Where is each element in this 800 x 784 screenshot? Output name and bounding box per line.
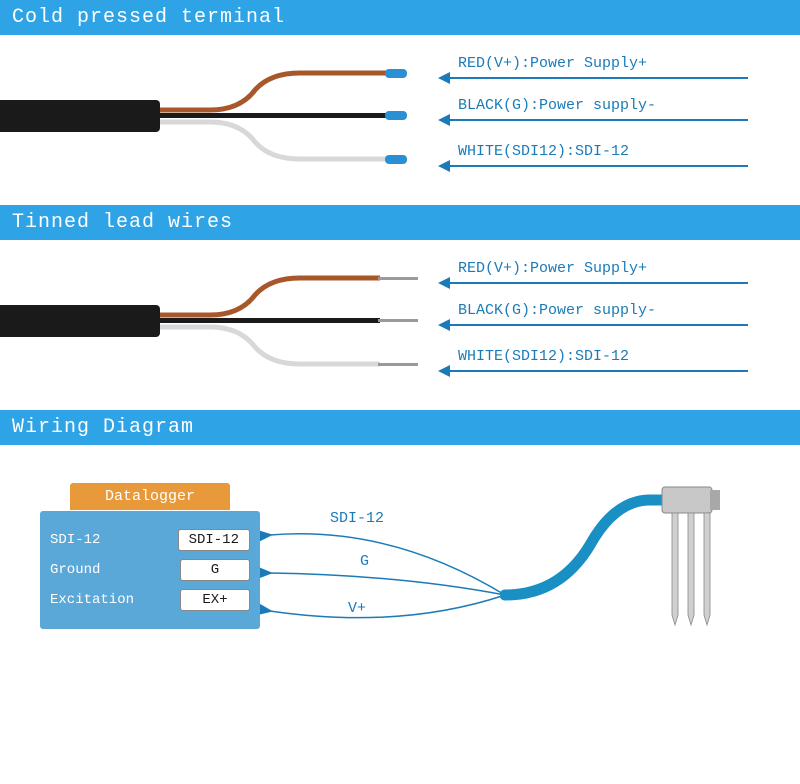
conn-label-vplus: V+ (348, 600, 366, 617)
conn-label-g: G (360, 553, 369, 570)
black-tinned-tip (378, 319, 418, 322)
arrow-line (448, 119, 748, 121)
red-wire (160, 65, 390, 120)
conn-label-sdi12: SDI-12 (330, 510, 384, 527)
red-label: RED(V+):Power Supply+ (458, 260, 647, 277)
dl-row-sdi12: SDI-12 SDI-12 (50, 529, 250, 551)
cable-sheath (0, 305, 160, 337)
white-wire (160, 320, 380, 375)
dl-port: G (180, 559, 250, 581)
dl-label: SDI-12 (50, 532, 108, 548)
white-terminal (385, 155, 407, 164)
red-label: RED(V+):Power Supply+ (458, 55, 647, 72)
arrow-head-icon (438, 365, 450, 377)
datalogger-body: SDI-12 SDI-12 Ground G Excitation EX+ (40, 511, 260, 629)
cold-pressed-diagram: RED(V+):Power Supply+ BLACK(G):Power sup… (0, 35, 800, 205)
dl-port: EX+ (180, 589, 250, 611)
arrow-line (448, 282, 748, 284)
wiring-diagram: Datalogger SDI-12 SDI-12 Ground G Excita… (0, 445, 800, 695)
white-wire (160, 115, 390, 170)
black-label: BLACK(G):Power supply- (458, 97, 656, 114)
red-tinned-tip (378, 277, 418, 280)
white-label: WHITE(SDI12):SDI-12 (458, 348, 629, 365)
arrow-line (448, 370, 748, 372)
arrow-head-icon (438, 277, 450, 289)
arrow-head-icon (438, 319, 450, 331)
dl-port: SDI-12 (178, 529, 250, 551)
datalogger-header: Datalogger (70, 483, 230, 510)
dl-label: Ground (50, 562, 108, 578)
red-terminal (385, 69, 407, 78)
white-tinned-tip (378, 363, 418, 366)
dl-row-excitation: Excitation EX+ (50, 589, 250, 611)
dl-label: Excitation (50, 592, 142, 608)
cable-sheath (0, 100, 160, 132)
arrow-head-icon (438, 160, 450, 172)
arrow-line (448, 77, 748, 79)
cold-pressed-header: Cold pressed terminal (0, 0, 800, 35)
black-label: BLACK(G):Power supply- (458, 302, 656, 319)
red-wire (160, 270, 380, 325)
tinned-diagram: RED(V+):Power Supply+ BLACK(G):Power sup… (0, 240, 800, 410)
arrow-line (448, 324, 748, 326)
white-label: WHITE(SDI12):SDI-12 (458, 143, 629, 160)
arrow-head-icon (438, 72, 450, 84)
connection-lines (260, 485, 540, 655)
tinned-header: Tinned lead wires (0, 205, 800, 240)
sensor-device (500, 475, 770, 675)
wiring-header: Wiring Diagram (0, 410, 800, 445)
arrow-line (448, 165, 748, 167)
dl-row-ground: Ground G (50, 559, 250, 581)
arrow-head-icon (438, 114, 450, 126)
